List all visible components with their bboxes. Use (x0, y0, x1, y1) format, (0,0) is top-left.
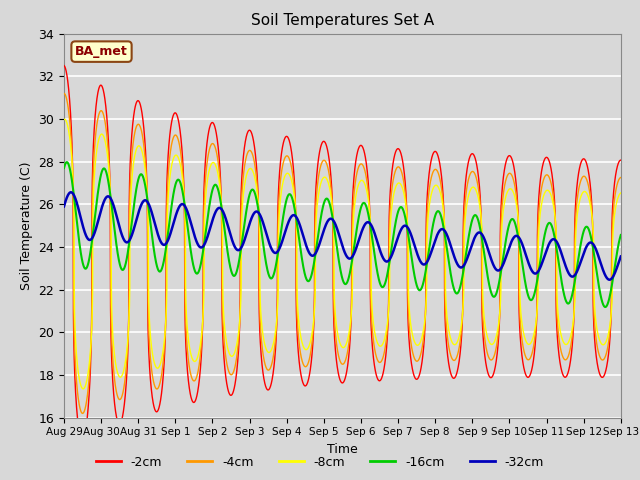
Legend: -2cm, -4cm, -8cm, -16cm, -32cm: -2cm, -4cm, -8cm, -16cm, -32cm (91, 451, 549, 474)
X-axis label: Time: Time (327, 443, 358, 456)
Y-axis label: Soil Temperature (C): Soil Temperature (C) (20, 161, 33, 290)
Text: BA_met: BA_met (75, 45, 128, 58)
Title: Soil Temperatures Set A: Soil Temperatures Set A (251, 13, 434, 28)
